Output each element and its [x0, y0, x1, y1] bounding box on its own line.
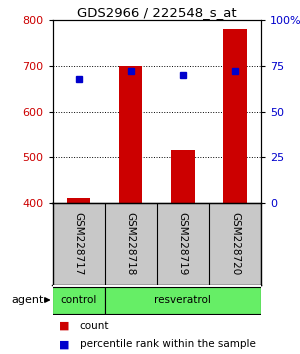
Text: control: control	[60, 295, 97, 305]
Bar	[171, 150, 194, 203]
Text: GSM228718: GSM228718	[126, 212, 136, 276]
Text: agent: agent	[11, 295, 44, 305]
Bar	[119, 66, 142, 203]
Bar	[105, 286, 261, 314]
Text: ■: ■	[58, 321, 69, 331]
Bar	[67, 199, 90, 203]
Text: ■: ■	[58, 339, 69, 349]
Text: GSM228719: GSM228719	[178, 212, 188, 276]
Text: count: count	[80, 321, 109, 331]
Title: GDS2966 / 222548_s_at: GDS2966 / 222548_s_at	[77, 6, 237, 19]
Bar	[223, 29, 247, 203]
Text: GSM228717: GSM228717	[74, 212, 84, 276]
Text: GSM228720: GSM228720	[230, 212, 240, 276]
Text: resveratrol: resveratrol	[154, 295, 211, 305]
Text: percentile rank within the sample: percentile rank within the sample	[80, 339, 255, 349]
Bar	[52, 286, 105, 314]
